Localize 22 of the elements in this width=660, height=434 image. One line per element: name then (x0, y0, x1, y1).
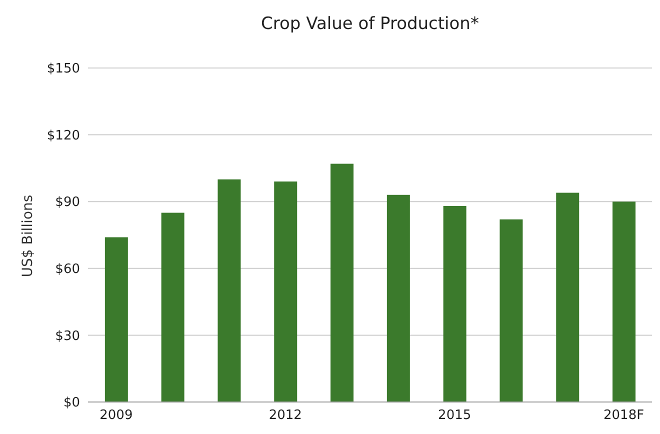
bar (330, 164, 354, 402)
chart-title: Crop Value of Production* (260, 14, 480, 34)
y-tick-label: $60 (55, 262, 80, 278)
y-tick-label: $90 (55, 195, 80, 210)
x-tick-label: 2012 (268, 408, 302, 424)
y-tick-label: $150 (46, 62, 80, 77)
y-tick-label: $30 (55, 328, 80, 344)
bar (161, 212, 184, 402)
y-tick-label: $0 (63, 396, 80, 411)
bar (386, 194, 410, 402)
bar (500, 219, 523, 402)
bar (218, 179, 241, 402)
bar (443, 206, 466, 402)
y-axis-title: US$ Billions (20, 194, 36, 280)
bar (104, 237, 128, 402)
bar (274, 182, 298, 402)
x-tick-label: 2009 (100, 408, 133, 424)
bar (556, 192, 580, 402)
x-tick-label: 2018F (604, 408, 644, 424)
x-tick-label: 2015 (438, 408, 472, 424)
y-tick-label: $120 (46, 128, 80, 144)
bar (612, 202, 636, 402)
